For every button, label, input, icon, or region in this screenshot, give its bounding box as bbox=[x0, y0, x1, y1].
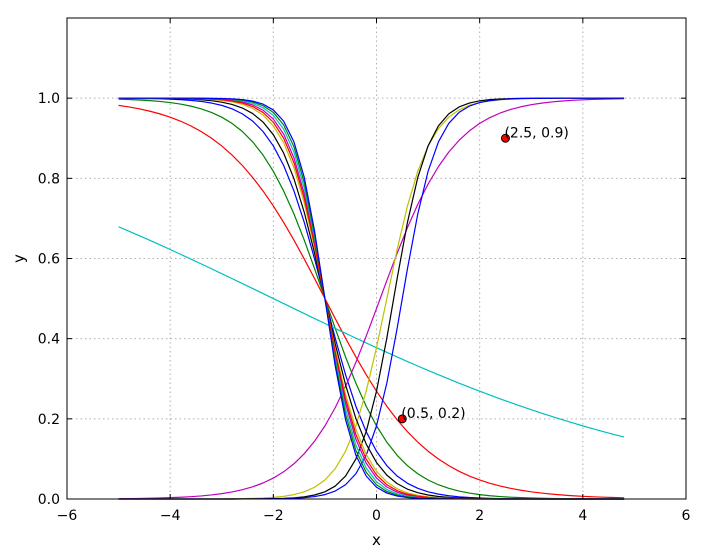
x-tick-label: 0 bbox=[372, 508, 381, 524]
series-line-3 bbox=[118, 104, 625, 499]
data-point-1 bbox=[397, 414, 407, 424]
x-tick-label: 6 bbox=[682, 508, 691, 524]
series-line-8 bbox=[118, 97, 625, 500]
series-line-2 bbox=[118, 98, 625, 500]
y-axis-label: y bbox=[10, 254, 28, 263]
x-tick-label: 2 bbox=[475, 508, 484, 524]
x-tick-label: 4 bbox=[578, 508, 587, 524]
series-line-4 bbox=[118, 226, 625, 438]
y-tick-label: 0.2 bbox=[38, 412, 60, 428]
y-tick-label: 0.4 bbox=[38, 332, 60, 348]
y-tick-label: 1.0 bbox=[38, 91, 60, 107]
x-axis-label: x bbox=[372, 531, 381, 549]
x-tick-label: −6 bbox=[57, 508, 78, 524]
x-tick-label: −4 bbox=[160, 508, 181, 524]
y-tick-label: 0.6 bbox=[38, 252, 60, 268]
axis-ticks: −6 −4 −2 0 2 4 6 0.0 0.2 0.4 0.6 0.8 1.0 bbox=[38, 18, 691, 524]
point-annotation-1: (0.5, 0.2) bbox=[401, 406, 465, 422]
series-layer bbox=[118, 97, 625, 500]
annotated-points: (0.5, 0.2) (2.5, 0.9) bbox=[397, 125, 569, 424]
x-tick-label: −2 bbox=[263, 508, 284, 524]
point-annotation-2: (2.5, 0.9) bbox=[504, 125, 568, 141]
series-line-5 bbox=[118, 98, 625, 500]
y-tick-label: 0.8 bbox=[38, 171, 60, 187]
y-tick-label: 0.0 bbox=[38, 492, 60, 508]
data-point-2 bbox=[500, 133, 510, 143]
